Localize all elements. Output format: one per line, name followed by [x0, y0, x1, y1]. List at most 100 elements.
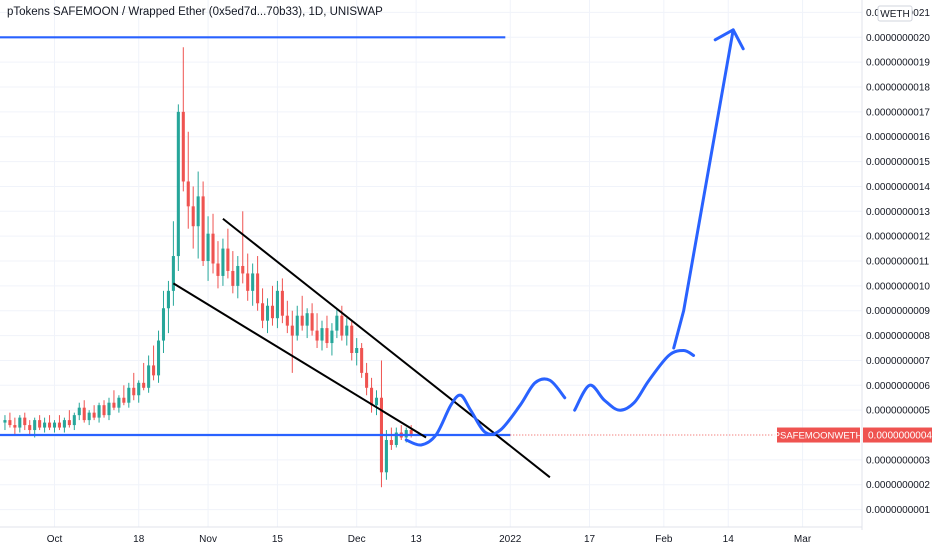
candle — [389, 427, 393, 450]
y-tick-label: 0.0000000008 — [866, 331, 930, 342]
y-tick-label: 0.0000000012 — [866, 232, 930, 243]
grid — [0, 0, 862, 527]
projection-path[interactable] — [404, 377, 567, 447]
candle — [211, 213, 215, 274]
candle-body — [132, 387, 136, 396]
candle — [23, 412, 27, 431]
candle-body — [67, 420, 71, 426]
candle-body — [231, 270, 235, 286]
candle-body — [365, 372, 369, 388]
candle — [379, 360, 383, 488]
candle — [102, 400, 106, 418]
candle-body — [310, 313, 314, 331]
candle — [330, 323, 334, 356]
candle-body — [52, 422, 57, 428]
candle — [161, 290, 166, 353]
candle — [171, 221, 175, 306]
candle — [82, 400, 86, 423]
candle — [166, 280, 170, 334]
arrow-shaft[interactable] — [672, 28, 735, 350]
candle-body — [18, 417, 22, 428]
candle — [13, 417, 17, 436]
candle — [365, 362, 369, 396]
candle — [62, 417, 66, 433]
candle-body — [122, 397, 126, 403]
candle — [275, 280, 279, 329]
candle-body — [360, 348, 364, 373]
candle-body — [33, 420, 37, 431]
x-tick-label: Oct — [47, 534, 63, 545]
candle-body — [206, 233, 210, 262]
candle — [107, 397, 111, 421]
channel-lower-line[interactable] — [172, 282, 427, 439]
candle-body — [117, 397, 121, 408]
candle — [246, 253, 250, 301]
candle — [221, 238, 225, 286]
candle-body — [270, 305, 275, 319]
candle-body — [285, 315, 289, 326]
arrow-head — [713, 28, 745, 51]
candle — [290, 310, 294, 373]
candle-body — [102, 405, 106, 416]
candles — [3, 47, 413, 488]
candle — [181, 47, 185, 192]
candle — [216, 241, 220, 289]
candle-body — [350, 325, 354, 353]
price-tag-value: 0.0000000004 — [868, 431, 932, 442]
candle-body — [374, 397, 379, 406]
candle — [360, 343, 364, 378]
x-tick-label: 15 — [272, 534, 284, 545]
candle-body — [43, 422, 47, 428]
currency-badge[interactable]: WETH — [877, 5, 913, 22]
candle — [241, 211, 245, 284]
y-tick-label: 0.0000000005 — [866, 406, 930, 417]
candle — [270, 285, 275, 326]
candle — [52, 420, 57, 433]
candle-body — [107, 402, 111, 416]
candle — [122, 385, 126, 406]
candle-body — [345, 325, 349, 336]
candle — [3, 415, 7, 431]
candle — [67, 410, 71, 428]
candle-body — [290, 325, 294, 336]
candle — [280, 278, 284, 324]
candle — [57, 415, 61, 431]
x-tick-label: 18 — [133, 534, 145, 545]
candle — [132, 372, 136, 401]
y-tick-label: 0.0000000020 — [866, 33, 930, 44]
candle-body — [370, 387, 374, 406]
candle-body — [147, 365, 151, 388]
candle-body — [186, 181, 190, 207]
y-tick-label: 0.0000000006 — [866, 381, 930, 392]
candle-body — [82, 407, 86, 421]
candle — [28, 420, 32, 436]
candle-body — [216, 263, 220, 276]
candle — [92, 405, 96, 421]
candle-body — [256, 273, 260, 304]
candle — [315, 313, 319, 349]
candle-body — [305, 313, 309, 326]
candle-body — [13, 425, 17, 428]
candle — [384, 430, 388, 480]
candle — [374, 390, 379, 416]
candle-body — [300, 315, 304, 326]
y-tick-label: 0.0000000002 — [866, 480, 930, 491]
candle-body — [8, 420, 12, 426]
candle — [152, 345, 156, 381]
candle — [87, 410, 91, 426]
candle-body — [38, 420, 42, 428]
candle — [72, 412, 76, 431]
y-tick-label: 0.0000000009 — [866, 306, 930, 317]
candle-body — [152, 365, 156, 376]
candle — [305, 308, 309, 339]
candle-body — [340, 315, 344, 336]
candle-body — [92, 412, 96, 418]
candle — [295, 305, 299, 341]
candle — [335, 308, 339, 339]
candle-body — [241, 265, 245, 274]
projection-path-2[interactable] — [573, 349, 696, 412]
candle — [394, 427, 398, 448]
candle-body — [295, 315, 299, 336]
